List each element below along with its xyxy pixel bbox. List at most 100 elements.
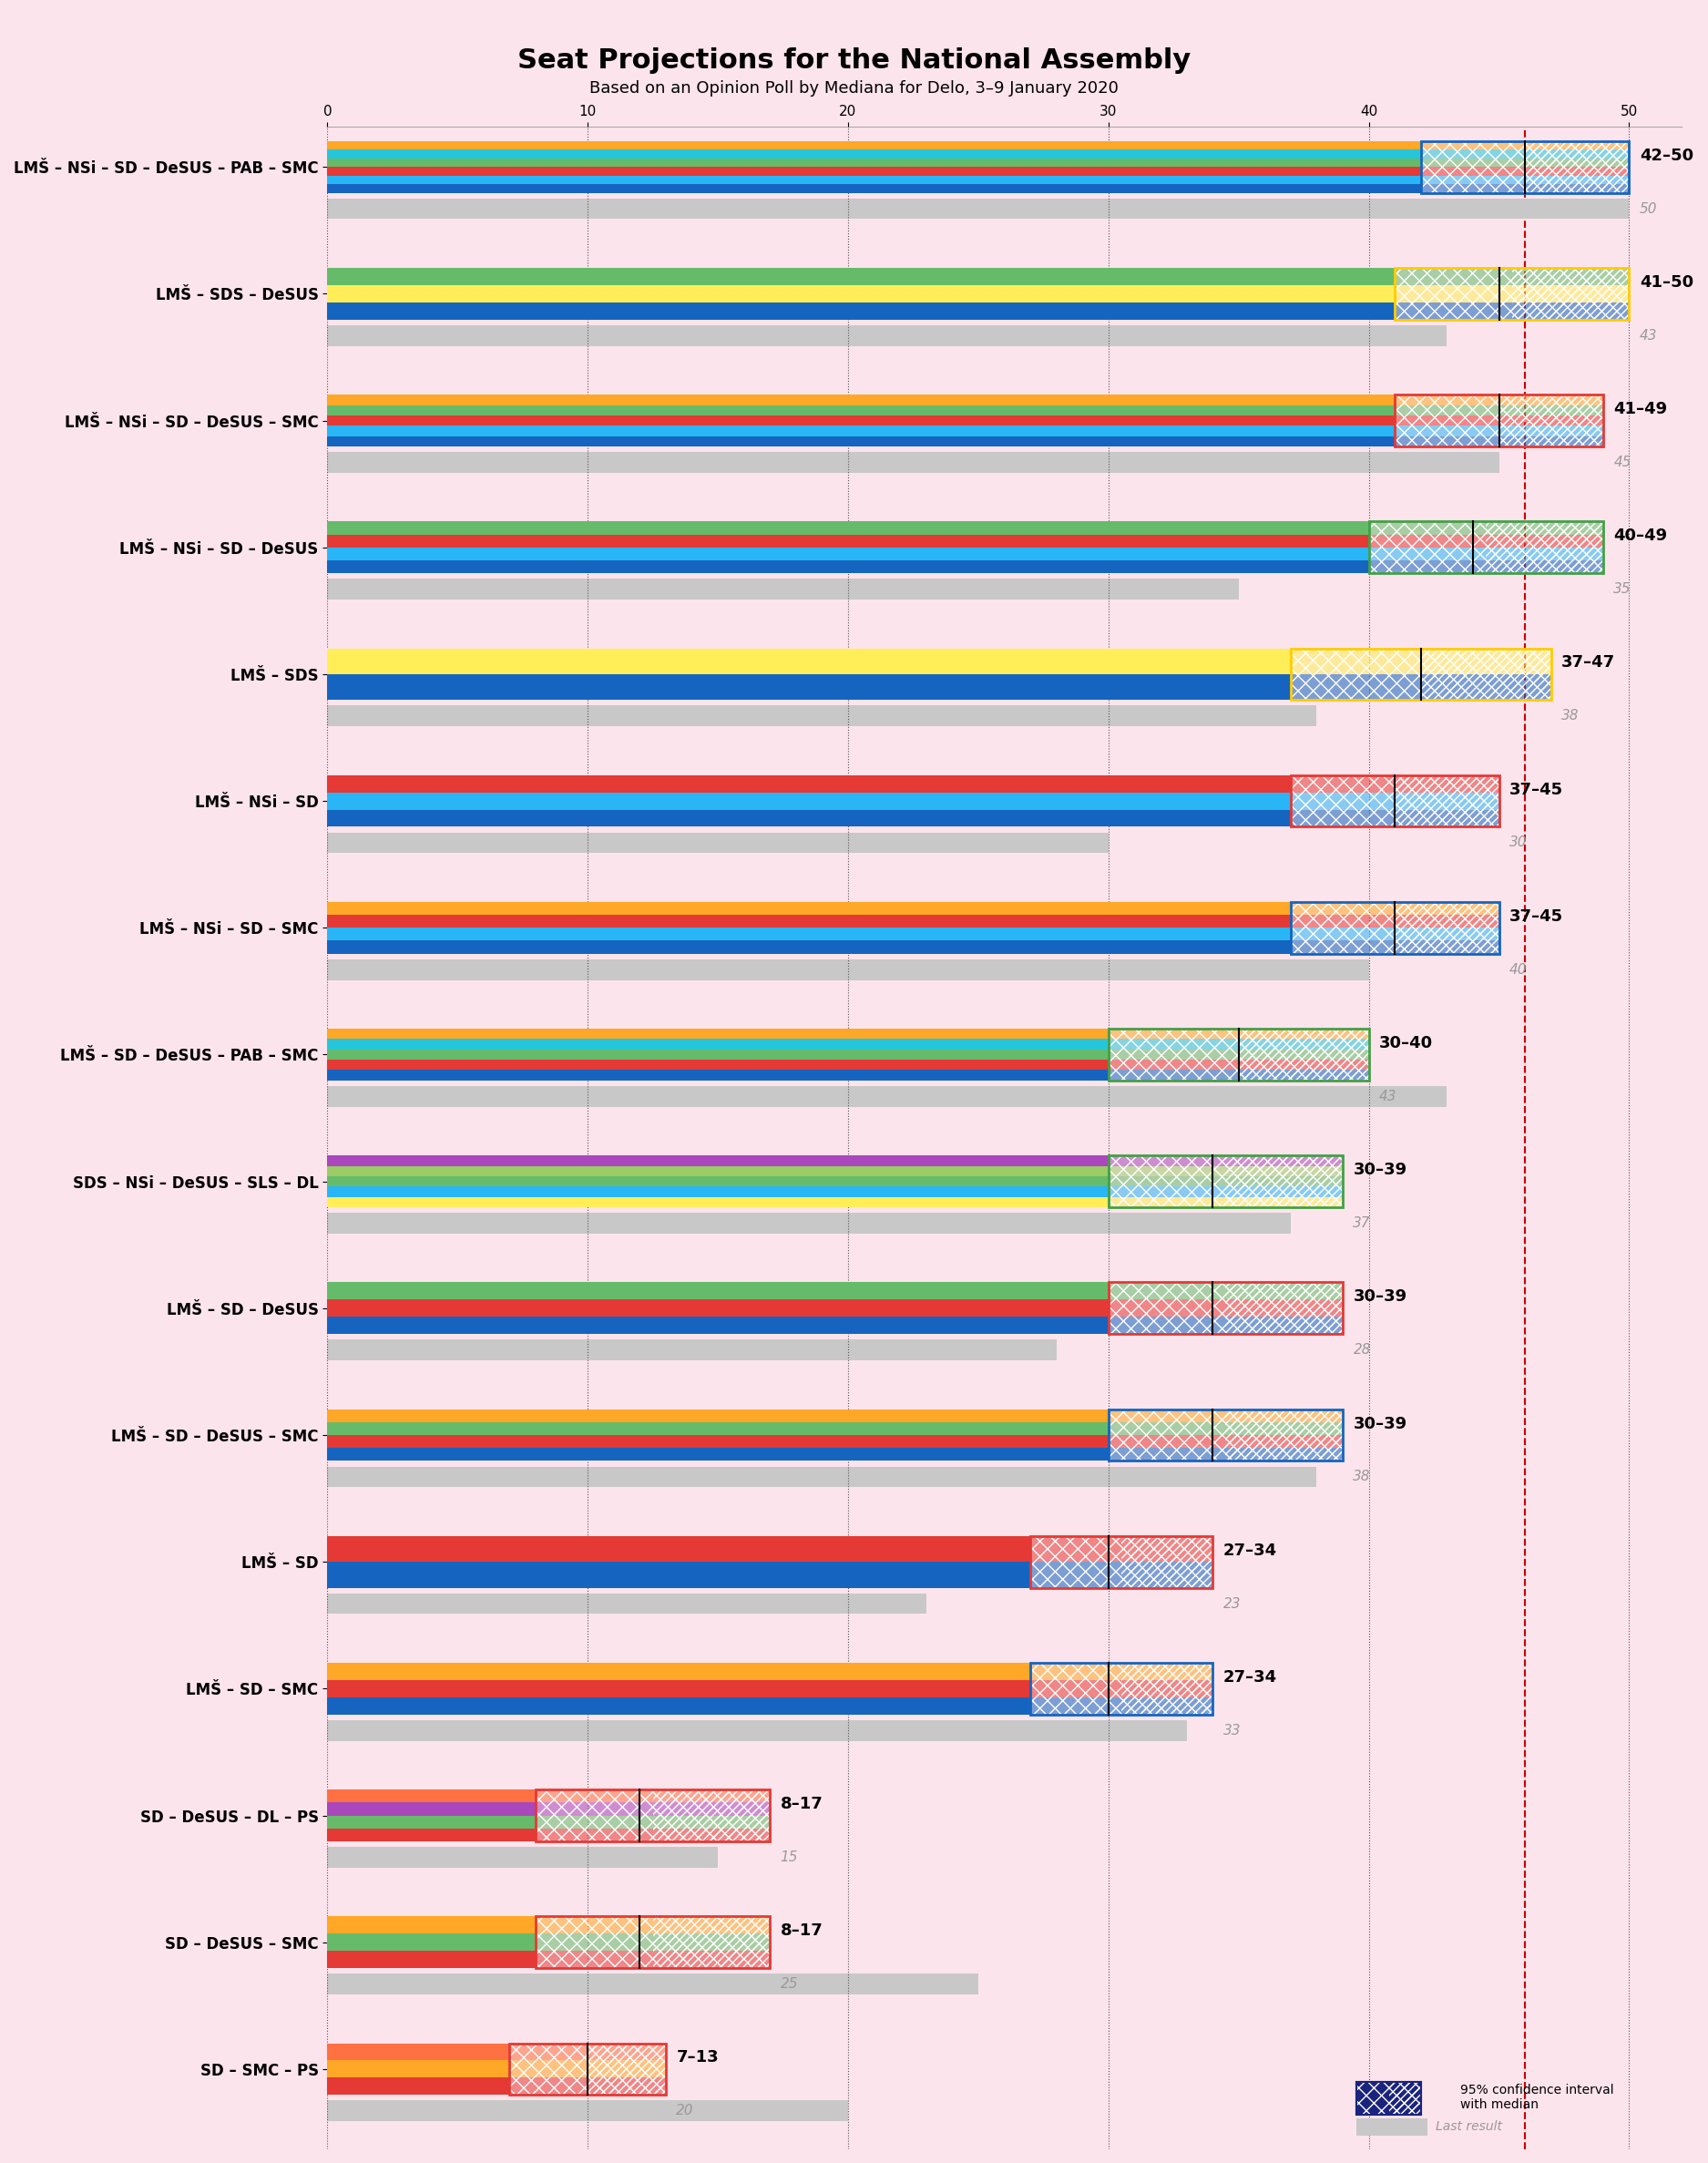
Bar: [1291, 902, 1500, 915]
Bar: [1291, 902, 1500, 954]
Bar: [509, 2044, 666, 2094]
Bar: [1108, 1283, 1342, 1335]
Bar: [328, 324, 1447, 346]
Bar: [652, 1789, 770, 1841]
Bar: [328, 915, 1291, 928]
Bar: [536, 1828, 770, 1841]
Bar: [588, 2044, 666, 2094]
Bar: [328, 1815, 536, 1828]
Text: 37–45: 37–45: [1510, 908, 1563, 924]
Text: 30–40: 30–40: [1378, 1036, 1433, 1051]
Bar: [1226, 1408, 1342, 1460]
Bar: [1108, 1283, 1342, 1300]
Text: 35: 35: [1614, 582, 1631, 597]
Bar: [1395, 303, 1629, 320]
Bar: [1030, 1536, 1213, 1562]
Bar: [328, 268, 1395, 286]
Bar: [328, 1802, 536, 1815]
Bar: [328, 521, 1368, 534]
Bar: [536, 1789, 770, 1841]
Bar: [328, 1155, 1108, 1166]
Bar: [1030, 1698, 1213, 1715]
Bar: [328, 1934, 536, 1951]
Text: 38: 38: [1561, 709, 1580, 722]
Bar: [1122, 1663, 1213, 1715]
Bar: [1108, 1177, 1342, 1187]
Bar: [1030, 1562, 1213, 1588]
Text: 33: 33: [1223, 1724, 1240, 1737]
Bar: [1030, 1536, 1213, 1588]
Bar: [328, 705, 1317, 727]
Bar: [1108, 1155, 1342, 1207]
Bar: [1421, 149, 1629, 158]
Bar: [1030, 1663, 1213, 1681]
Bar: [1486, 521, 1604, 573]
Bar: [1030, 1663, 1213, 1715]
Bar: [1291, 774, 1500, 826]
Bar: [328, 1663, 1030, 1681]
Bar: [1395, 268, 1629, 320]
Bar: [1108, 1408, 1342, 1421]
Bar: [536, 1916, 770, 1934]
Text: 37–45: 37–45: [1510, 781, 1563, 798]
Bar: [1395, 268, 1629, 320]
Bar: [1108, 1166, 1342, 1177]
Bar: [1421, 158, 1629, 167]
Bar: [328, 452, 1500, 474]
Bar: [1395, 268, 1629, 286]
Bar: [536, 1916, 770, 1968]
Bar: [1368, 560, 1604, 573]
Bar: [328, 1317, 1108, 1335]
Text: 8–17: 8–17: [781, 1795, 823, 1813]
Text: 15: 15: [781, 1849, 798, 1865]
Bar: [328, 1049, 1108, 1060]
Bar: [328, 1038, 1108, 1049]
Text: 37: 37: [1353, 1216, 1372, 1231]
Bar: [328, 1434, 1108, 1447]
Bar: [328, 199, 1629, 218]
Bar: [1108, 1421, 1342, 1434]
Bar: [328, 1447, 1108, 1460]
Bar: [1291, 774, 1500, 826]
Bar: [1368, 521, 1604, 573]
Bar: [1238, 1030, 1368, 1082]
Bar: [1030, 1536, 1213, 1588]
Text: 45: 45: [1614, 456, 1631, 469]
Text: 25: 25: [781, 1977, 798, 1990]
Bar: [1395, 394, 1604, 404]
Bar: [1421, 175, 1629, 184]
Bar: [1291, 915, 1500, 928]
Bar: [328, 1166, 1108, 1177]
Bar: [328, 792, 1291, 809]
Bar: [1122, 1536, 1213, 1588]
Bar: [328, 958, 1368, 980]
Bar: [1291, 649, 1551, 701]
Text: 40: 40: [1510, 963, 1527, 976]
Bar: [1108, 1071, 1368, 1082]
Text: 23: 23: [1223, 1596, 1240, 1611]
Bar: [1395, 415, 1604, 426]
Text: 38: 38: [1353, 1471, 1372, 1484]
Bar: [536, 1802, 770, 1815]
Bar: [536, 1789, 770, 1802]
Bar: [1395, 394, 1604, 446]
Bar: [328, 1177, 1108, 1187]
Bar: [1356, 2118, 1428, 2135]
Text: Seat Projections for the National Assembly: Seat Projections for the National Assemb…: [518, 48, 1190, 74]
Text: Based on an Opinion Poll by Mediana for Delo, 3–9 January 2020: Based on an Opinion Poll by Mediana for …: [589, 80, 1119, 97]
Bar: [328, 2061, 509, 2079]
Bar: [328, 1847, 717, 1867]
Bar: [328, 158, 1421, 167]
Bar: [1421, 167, 1629, 175]
Bar: [328, 437, 1395, 446]
Bar: [328, 1408, 1108, 1421]
Bar: [1291, 928, 1500, 941]
Bar: [509, 2079, 666, 2094]
Bar: [1030, 1681, 1213, 1698]
Bar: [328, 1681, 1030, 1698]
Bar: [1421, 141, 1629, 193]
Bar: [1291, 675, 1551, 701]
Bar: [1395, 774, 1500, 826]
Bar: [328, 941, 1291, 954]
Bar: [1108, 1038, 1368, 1049]
